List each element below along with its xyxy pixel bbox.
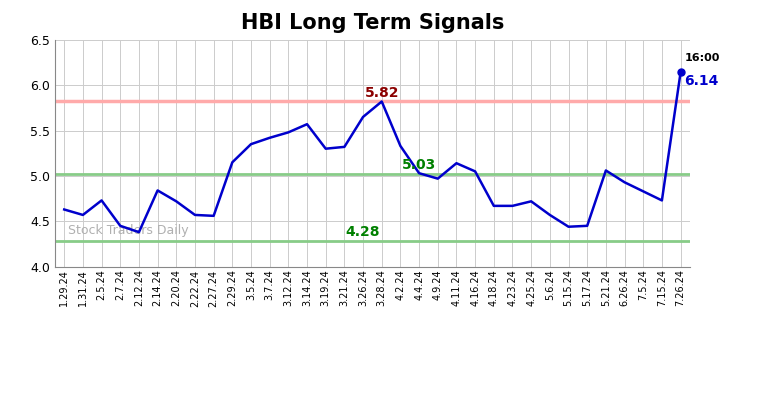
Text: 16:00: 16:00: [684, 53, 720, 63]
Text: Stock Traders Daily: Stock Traders Daily: [67, 224, 188, 237]
Title: HBI Long Term Signals: HBI Long Term Signals: [241, 13, 504, 33]
Text: 6.14: 6.14: [684, 74, 719, 88]
Text: 5.03: 5.03: [402, 158, 436, 172]
Text: 4.28: 4.28: [346, 225, 380, 240]
Text: 5.82: 5.82: [365, 86, 399, 100]
